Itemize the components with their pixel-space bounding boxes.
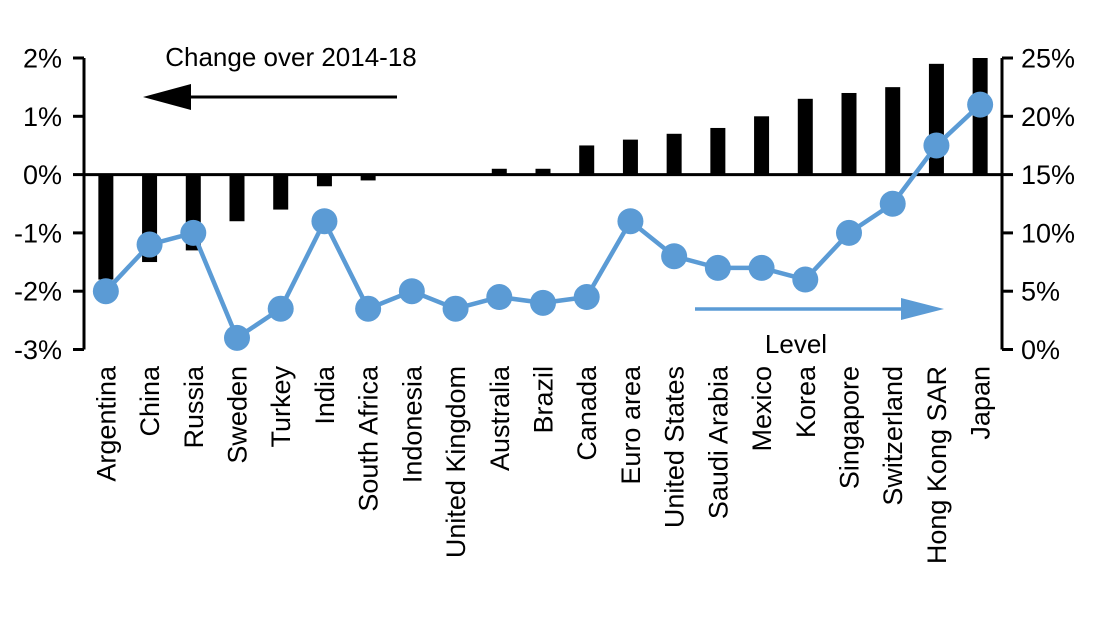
category-label-china: China [135, 365, 165, 437]
right-axis-tick-label: 25% [1021, 44, 1075, 74]
level-dot-russia [180, 219, 207, 246]
bar-series-label: Change over 2014-18 [165, 42, 417, 72]
left-axis-tick-label: -1% [14, 218, 62, 248]
right-arrow-icon [695, 298, 944, 320]
bar-euro-area [622, 139, 638, 175]
labels-layer: 2% 1% 0% -1% -2% -3% 25% 20% 15% 10% 5% 0% Argentina… [14, 44, 1075, 565]
line-series-label: Level [765, 329, 827, 359]
bar-sweden [229, 174, 245, 222]
level-dot-hong-kong-sar [923, 132, 950, 159]
level-dot-united-states [661, 243, 688, 270]
category-label-australia: Australia [485, 365, 515, 471]
bar-saudi-arabia [710, 127, 726, 175]
level-dot-euro-area [617, 208, 644, 235]
right-axis-tick-label: 10% [1021, 218, 1075, 248]
category-label-hong-kong-sar: Hong Kong SAR [922, 366, 952, 564]
level-dot-singapore [836, 219, 862, 246]
bar-turkey [273, 174, 289, 210]
level-dot-japan [967, 91, 994, 118]
category-label-canada: Canada [572, 365, 602, 461]
bar-australia [491, 168, 507, 175]
left-axis-tick-label: 2% [23, 44, 62, 74]
level-dot-united-kingdom [442, 295, 469, 322]
bar-united-states [666, 133, 682, 175]
bar-switzerland [885, 87, 901, 175]
category-label-switzerland: Switzerland [878, 366, 908, 506]
category-label-mexico: Mexico [747, 366, 777, 452]
level-dot-south-africa [355, 295, 382, 322]
category-label-turkey: Turkey [266, 366, 296, 448]
bar-india [316, 174, 332, 187]
level-dot-brazil [530, 289, 556, 316]
right-axis-tick-label: 20% [1021, 102, 1075, 132]
level-dot-indonesia [398, 278, 425, 305]
bar-argentina [98, 174, 114, 280]
bar-mexico [754, 116, 770, 175]
left-axis-tick-label: 1% [23, 102, 62, 132]
bar-canada [579, 145, 595, 175]
line-series-layer [92, 91, 994, 351]
level-dot-india [311, 208, 338, 235]
bar-korea [797, 98, 813, 175]
category-label-euro-area: Euro area [616, 365, 646, 485]
category-label-united-kingdom: United Kingdom [441, 366, 471, 558]
level-dot-argentina [92, 278, 119, 305]
bar-south-africa [360, 174, 376, 181]
level-dot-canada [573, 284, 600, 311]
category-label-india: India [310, 365, 340, 425]
left-axis-tick-label: -2% [14, 277, 62, 307]
left-axis-tick-label: -3% [14, 335, 62, 365]
bar-singapore [841, 92, 857, 175]
category-label-brazil: Brazil [529, 366, 559, 434]
category-label-south-africa: South Africa [354, 365, 384, 512]
bar-brazil [535, 168, 551, 175]
level-dot-korea [792, 266, 819, 293]
category-label-korea: Korea [791, 365, 821, 438]
level-dot-saudi-arabia [704, 254, 731, 281]
category-label-saudi-arabia: Saudi Arabia [703, 365, 733, 519]
category-label-argentina: Argentina [91, 365, 121, 482]
level-dot-switzerland [879, 190, 906, 217]
right-axis-tick-label: 0% [1021, 335, 1060, 365]
level-dot-china [136, 231, 163, 258]
level-dot-turkey [267, 295, 294, 322]
category-label-russia: Russia [179, 365, 209, 449]
level-dot-sweden [224, 324, 250, 351]
left-axis-tick-label: 0% [23, 160, 62, 190]
category-label-united-states: United States [660, 366, 690, 528]
category-label-japan: Japan [966, 366, 996, 440]
category-label-indonesia: Indonesia [397, 365, 427, 483]
category-label-sweden: Sweden [223, 366, 253, 464]
right-axis-tick-label: 5% [1021, 277, 1060, 307]
level-dot-australia [486, 284, 513, 311]
right-axis-tick-label: 15% [1021, 160, 1075, 190]
level-dot-mexico [748, 254, 775, 281]
bar-series-layer [98, 58, 988, 280]
left-arrow-icon [143, 84, 397, 110]
category-label-singapore: Singapore [835, 366, 865, 489]
